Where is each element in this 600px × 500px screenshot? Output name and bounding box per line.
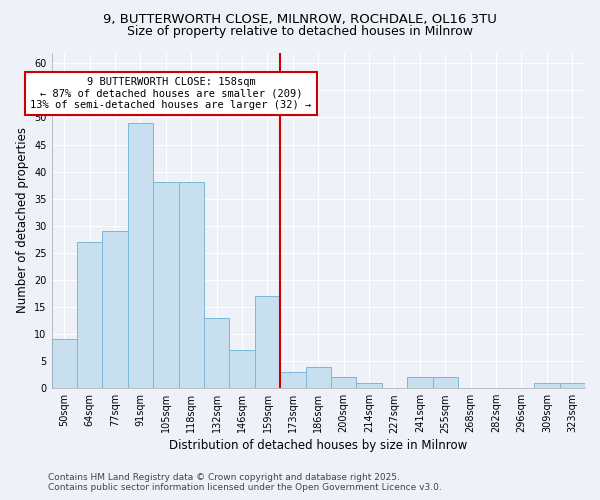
Bar	[52, 340, 77, 388]
Bar	[280, 372, 305, 388]
Text: Contains HM Land Registry data © Crown copyright and database right 2025.
Contai: Contains HM Land Registry data © Crown c…	[48, 473, 442, 492]
Bar	[331, 378, 356, 388]
Bar	[305, 366, 331, 388]
Bar	[534, 383, 560, 388]
Bar	[103, 231, 128, 388]
Bar	[433, 378, 458, 388]
Bar	[229, 350, 255, 388]
Bar	[255, 296, 280, 388]
Text: 9 BUTTERWORTH CLOSE: 158sqm
← 87% of detached houses are smaller (209)
13% of se: 9 BUTTERWORTH CLOSE: 158sqm ← 87% of det…	[31, 77, 311, 110]
Bar	[204, 318, 229, 388]
Bar	[407, 378, 433, 388]
Bar	[560, 383, 585, 388]
Bar	[77, 242, 103, 388]
Bar	[128, 123, 153, 388]
Text: 9, BUTTERWORTH CLOSE, MILNROW, ROCHDALE, OL16 3TU: 9, BUTTERWORTH CLOSE, MILNROW, ROCHDALE,…	[103, 12, 497, 26]
Y-axis label: Number of detached properties: Number of detached properties	[16, 128, 29, 314]
Bar	[179, 182, 204, 388]
X-axis label: Distribution of detached houses by size in Milnrow: Distribution of detached houses by size …	[169, 440, 467, 452]
Bar	[356, 383, 382, 388]
Text: Size of property relative to detached houses in Milnrow: Size of property relative to detached ho…	[127, 25, 473, 38]
Bar	[153, 182, 179, 388]
